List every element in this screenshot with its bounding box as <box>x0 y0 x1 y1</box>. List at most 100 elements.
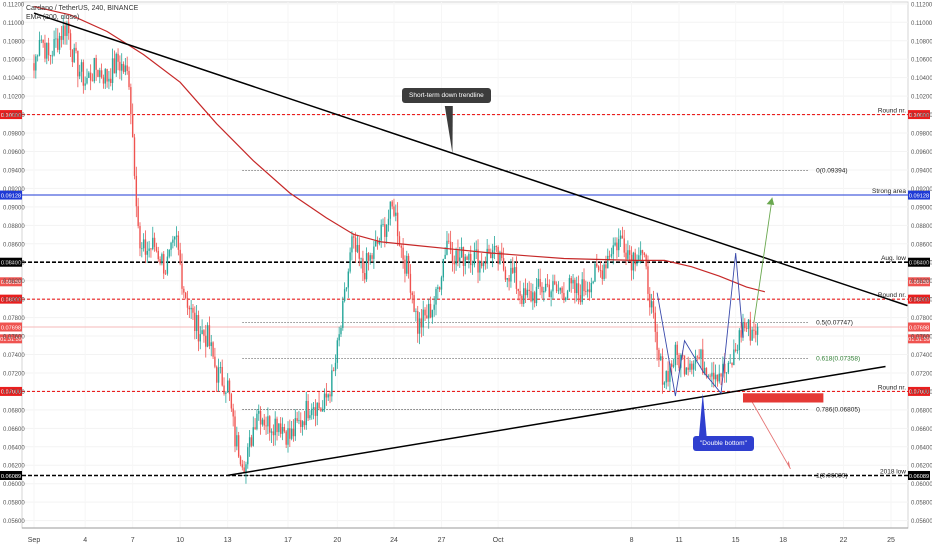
level-label: 2018 low <box>880 468 906 475</box>
candle-body <box>413 295 415 312</box>
level-label: Aug. low <box>881 255 906 262</box>
candle-body <box>256 413 258 430</box>
candle-body <box>128 70 130 88</box>
y-tick-label-right: 0.09600 <box>911 150 932 156</box>
y-tick-label-right: 0.06200 <box>911 464 932 470</box>
candle-body <box>678 354 680 368</box>
y-tick-label-left: 0.09400 <box>3 168 25 174</box>
candle-body <box>172 239 174 243</box>
y-tick-label-left: 0.09000 <box>3 205 25 211</box>
candle-body <box>526 289 529 296</box>
candle-body <box>353 236 355 238</box>
annotations[interactable] <box>444 106 824 470</box>
x-tick-label: 20 <box>333 537 341 544</box>
candle-body <box>327 394 329 398</box>
level-tag-left-text: 0.06089 <box>1 474 21 480</box>
candle-body <box>702 349 704 374</box>
y-tick-label-left: 0.10600 <box>3 58 25 64</box>
candle-body <box>163 254 165 274</box>
y-tick-label-left: 0.10800 <box>3 39 25 45</box>
candle-body <box>720 373 722 377</box>
candle-body <box>499 251 501 265</box>
candle-body <box>654 312 656 332</box>
candle-body <box>475 249 477 251</box>
level-tag-left <box>0 386 22 396</box>
fib-level-label: 0.786(0.06805) <box>816 406 860 413</box>
candle-body <box>729 362 731 364</box>
candle-body <box>597 266 600 271</box>
candle-body <box>274 418 276 436</box>
projection-up-arrowhead <box>766 197 775 206</box>
candle-body <box>745 328 748 329</box>
downtrend-callout[interactable]: Short-term down trendline <box>402 88 491 103</box>
double-bottom-path[interactable] <box>656 252 744 397</box>
downtrend-line[interactable] <box>33 12 908 307</box>
x-tick-label: 24 <box>390 537 398 544</box>
candle-body <box>599 270 602 271</box>
candle-body <box>181 263 183 289</box>
fib-level-label: 0(0.09394) <box>816 168 847 175</box>
candle-body <box>150 248 152 250</box>
y-tick-label-right: 0.08400 <box>911 261 932 267</box>
ema-label: EMA (200, close) <box>26 14 80 21</box>
projection-down-line[interactable] <box>749 398 791 470</box>
candle-body <box>35 56 37 71</box>
candle-body <box>115 53 117 74</box>
candle-body <box>462 246 465 266</box>
candle-body <box>628 250 631 255</box>
level-tag-left <box>0 470 22 480</box>
candle-body <box>312 407 315 409</box>
candle-body <box>691 363 693 370</box>
candle-body <box>342 300 344 328</box>
candle-body <box>179 249 181 264</box>
candle-body <box>555 284 558 292</box>
candle-body <box>365 253 368 280</box>
candle-body <box>656 331 658 350</box>
candle-body <box>387 218 390 226</box>
price-tag-right <box>908 334 930 344</box>
candle-body <box>71 50 74 63</box>
candle-body <box>248 437 251 448</box>
candle-body <box>417 311 419 334</box>
support-line[interactable] <box>227 365 886 477</box>
target-zone-rect[interactable] <box>742 393 824 403</box>
price-tag-right-text: 0.07698 <box>909 325 929 331</box>
level-tag-left-text: 0.08400 <box>1 261 21 267</box>
projection-up-line[interactable] <box>753 197 773 323</box>
candle-body <box>610 254 613 257</box>
candle-body <box>583 279 585 292</box>
candle-body <box>565 297 567 300</box>
candle-body <box>285 431 287 445</box>
y-tick-label-right: 0.07000 <box>911 390 932 396</box>
candle-body <box>451 249 454 262</box>
level-tag-left-text: 0.10000 <box>1 113 21 119</box>
candle-body <box>64 25 66 36</box>
candle-body <box>292 428 295 437</box>
candle-body <box>532 292 534 302</box>
candle-body <box>636 262 638 265</box>
trendlines[interactable] <box>33 12 908 477</box>
candle-body <box>226 380 229 393</box>
level-tag-right <box>908 110 930 120</box>
candle-body <box>647 266 649 294</box>
candle-body <box>548 284 550 298</box>
candle-body <box>740 330 742 338</box>
candle-body <box>634 252 636 265</box>
candle-body <box>121 63 123 71</box>
candle-body <box>747 319 750 329</box>
candle-body <box>243 467 245 474</box>
y-tick-label-left: 0.05600 <box>3 519 25 525</box>
candle-body <box>464 256 466 266</box>
candle-body <box>479 261 481 273</box>
candle-body <box>287 428 289 445</box>
candle-body <box>395 212 397 216</box>
candle-body <box>343 289 346 301</box>
fibonacci-levels[interactable]: 0(0.09394) 0.5(0.07747) 0.618(0.07358) 0.78… <box>242 168 860 480</box>
candle-body <box>433 304 435 310</box>
candle-body <box>429 303 432 318</box>
candle-body <box>91 80 94 82</box>
price-tag-right <box>908 277 930 287</box>
double-bottom-callout[interactable]: "Double bottom" <box>693 436 754 451</box>
